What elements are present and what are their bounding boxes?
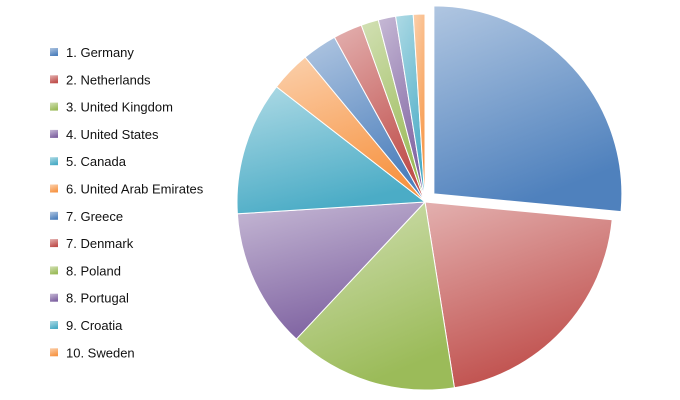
legend-swatch [50, 321, 58, 329]
pie-slice-canada [236, 86, 427, 215]
pie-slices [236, 5, 623, 391]
legend-label: 10. Sweden [66, 345, 135, 360]
pie-slice-sweden [412, 13, 426, 203]
legend-label: 8. Portugal [66, 291, 129, 306]
legend-entry-united-states: 4. United States [50, 127, 159, 142]
legend-swatch [50, 102, 58, 111]
chart-legend: 1. Germany 2. Netherlands 3. United Kingdo… [50, 45, 204, 360]
legend-label: 2. Netherlands [66, 72, 151, 87]
legend-swatch [50, 239, 58, 248]
legend-entry-netherlands: 2. Netherlands [50, 72, 151, 87]
legend-entry-denmark: 7. Denmark [50, 236, 134, 251]
legend-swatch [50, 75, 58, 84]
legend-label: 7. Greece [66, 209, 123, 224]
legend-swatch [50, 266, 58, 275]
legend-swatch [50, 48, 58, 56]
legend-swatch [50, 348, 58, 357]
legend-entry-portugal: 8. Portugal [50, 291, 129, 306]
legend-label: 7. Denmark [66, 236, 134, 251]
legend-entry-croatia: 9. Croatia [50, 318, 123, 333]
pie-slice-netherlands [424, 201, 613, 389]
legend-label: 8. Poland [66, 263, 121, 278]
pie-slice-germany [433, 5, 623, 213]
legend-label: 1. Germany [66, 45, 134, 60]
legend-entry-germany: 1. Germany [50, 45, 134, 60]
legend-entry-greece: 7. Greece [50, 209, 123, 224]
legend-swatch [50, 184, 58, 193]
pie-slice-united-states [236, 201, 427, 340]
legend-label: 6. United Arab Emirates [66, 182, 204, 197]
legend-label: 4. United States [66, 127, 159, 142]
legend-entry-sweden: 10. Sweden [50, 345, 135, 360]
legend-label: 3. United Kingdom [66, 100, 173, 115]
legend-entry-united-arab-emirates: 6. United Arab Emirates [50, 182, 204, 197]
legend-swatch [50, 211, 58, 220]
legend-swatch [50, 293, 58, 302]
legend-entry-canada: 5. Canada [50, 154, 127, 169]
legend-swatch [50, 129, 58, 138]
legend-entry-united-kingdom: 3. United Kingdom [50, 100, 173, 115]
legend-entry-poland: 8. Poland [50, 263, 121, 278]
legend-label: 9. Croatia [66, 318, 123, 333]
legend-label: 5. Canada [66, 154, 127, 169]
pie-slice-united-kingdom [295, 200, 455, 391]
legend-swatch [50, 157, 58, 166]
